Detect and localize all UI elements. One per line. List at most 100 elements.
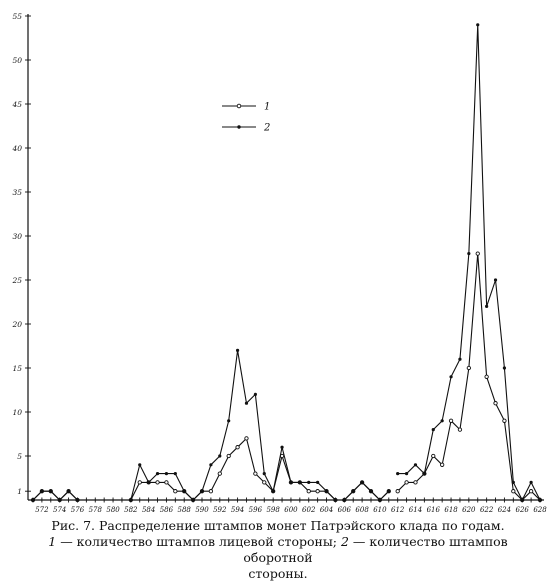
series-2-point — [280, 445, 284, 449]
x-tick-label: 586 — [160, 506, 174, 514]
series-2-point — [182, 489, 186, 493]
series-1-point — [155, 480, 160, 485]
series-1-point — [448, 418, 454, 423]
x-tick-label: 618 — [444, 506, 458, 514]
y-tick-label: 30 — [12, 232, 22, 241]
caption-series-2-text: — количество штампов оборотной — [243, 534, 508, 565]
y-tick-label: 40 — [11, 144, 22, 153]
x-tick-label: 606 — [338, 506, 352, 514]
series-2-point — [485, 304, 489, 308]
x-tick-label: 576 — [71, 506, 85, 514]
series-1-point — [253, 471, 258, 476]
series-2-point — [75, 498, 80, 502]
caption-series-1-text: — количество штампов лицевой стороны; — [56, 534, 341, 549]
series-2-point — [307, 480, 311, 484]
x-tick-label: 602 — [302, 506, 316, 514]
series-1-line — [130, 437, 336, 501]
series-2-point — [449, 375, 453, 379]
series-2-point — [129, 498, 133, 502]
y-tick-label: 1 — [17, 487, 22, 496]
caption-line-1: Рис. 7. Распределение штампов монет Патр… — [51, 518, 505, 533]
series-1-point — [466, 365, 471, 371]
series-1-point — [217, 471, 222, 476]
y-tick-label: 50 — [12, 56, 22, 65]
series-2-point — [191, 498, 195, 502]
series-2-point — [40, 489, 44, 493]
series-2-point — [396, 472, 400, 476]
series-1-point — [404, 480, 409, 485]
y-tick-label: 45 — [11, 100, 22, 109]
series-1-point — [164, 480, 169, 485]
series-2-point — [289, 480, 293, 484]
caption-line-2: 1 — количество штампов лицевой стороны; … — [14, 534, 542, 566]
series-2-point — [529, 480, 533, 484]
series-2-point — [324, 489, 329, 493]
series-2-point — [209, 463, 213, 467]
series-2-point — [476, 23, 480, 27]
series-2-point — [360, 480, 364, 484]
x-tick-label: 596 — [249, 506, 263, 514]
series-2-point — [369, 489, 373, 493]
series-1-point — [235, 445, 240, 450]
series-2-point — [493, 278, 498, 282]
legend-marker-1 — [236, 103, 242, 109]
x-tick-label: 624 — [498, 506, 511, 514]
x-tick-label: 588 — [178, 506, 192, 514]
legend-marker-2 — [237, 125, 241, 129]
legend-label-1: 1 — [264, 102, 270, 113]
x-tick-label: 574 — [53, 506, 66, 514]
series-2-point — [218, 454, 222, 458]
y-tick-label: 25 — [11, 276, 22, 285]
series-2-point — [378, 498, 382, 502]
x-ticks: 572 574 576 578 580 582 584 586 588 590 592 594 596 5… — [32, 497, 547, 514]
series-2-point — [538, 498, 542, 502]
legend-label-2: 2 — [263, 123, 270, 134]
series-2-point — [298, 480, 302, 484]
figure-caption: Рис. 7. Распределение штампов монет Патр… — [14, 518, 542, 582]
x-tick-label: 598 — [266, 506, 280, 514]
series-2-point — [66, 489, 71, 493]
series-2-point — [387, 489, 391, 493]
series-2-point — [173, 472, 177, 476]
series-2-point — [351, 489, 355, 493]
series-1-point — [511, 489, 516, 494]
x-tick-label: 590 — [195, 506, 209, 514]
series-2-point — [502, 366, 507, 370]
x-tick-label: 614 — [409, 506, 422, 514]
series-2-point — [155, 472, 160, 476]
series-2-point — [49, 489, 53, 493]
series-2-point — [404, 472, 409, 476]
series-1-point — [528, 489, 534, 494]
series-1-point — [244, 436, 249, 441]
series-2-point — [458, 357, 462, 361]
series-1-point — [413, 480, 418, 485]
x-tick-label: 572 — [35, 506, 49, 514]
series-2-point — [227, 419, 231, 423]
y-tick-label: 10 — [12, 408, 22, 417]
series-2-point — [31, 498, 35, 502]
x-tick-label: 584 — [142, 506, 155, 514]
y-tick-label: 5 — [17, 452, 22, 461]
series-1-point — [484, 374, 489, 379]
series-1-point — [493, 401, 498, 406]
x-tick-label: 594 — [231, 506, 244, 514]
series-2-point — [253, 392, 257, 396]
series-2-point — [511, 480, 515, 484]
caption-series-2-number: 2 — [340, 534, 349, 549]
x-tick-label: 578 — [89, 506, 103, 514]
series-2-point — [520, 498, 524, 502]
x-tick-label: 580 — [106, 506, 120, 514]
series-2-point — [138, 463, 142, 467]
series-1-point — [457, 427, 463, 432]
x-tick-label: 622 — [480, 506, 494, 514]
y-tick-label: 20 — [11, 320, 22, 329]
x-tick-label: 620 — [462, 506, 476, 514]
x-tick-label: 612 — [391, 506, 405, 514]
series-1-point — [226, 453, 231, 459]
series-1-point — [262, 480, 267, 485]
series-2-point — [440, 419, 444, 423]
series-1-point — [306, 489, 311, 494]
series-2 — [31, 23, 542, 502]
series-2-point — [431, 428, 435, 432]
